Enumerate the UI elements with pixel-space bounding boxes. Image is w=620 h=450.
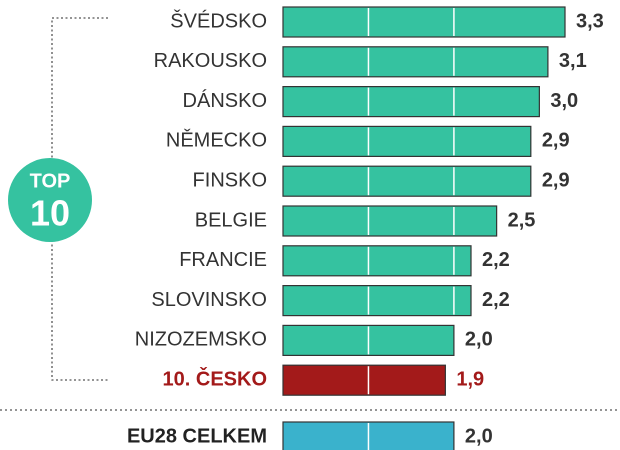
- bar: [282, 364, 446, 396]
- category-label: ŠVÉDSKO: [170, 9, 267, 32]
- bracket-bottom: [51, 240, 108, 381]
- bar: [282, 285, 472, 317]
- value-label: 3,0: [550, 90, 578, 112]
- badge-text: TOP: [30, 170, 71, 192]
- category-label: FINSKO: [193, 169, 267, 191]
- category-label: NIZOZEMSKO: [135, 329, 267, 351]
- bar: [282, 165, 532, 197]
- bar: [282, 125, 532, 158]
- category-label: RAKOUSKO: [154, 50, 267, 72]
- value-label: 2,2: [482, 289, 510, 311]
- badge: [8, 158, 92, 242]
- category-label: NĚMECKO: [166, 129, 267, 152]
- bar: [282, 85, 540, 118]
- value-label: 2,9: [542, 130, 570, 152]
- value-label: 1,9: [456, 368, 484, 390]
- category-label: BELGIE: [195, 209, 267, 231]
- category-label: SLOVINSKO: [151, 289, 267, 311]
- value-label: 2,2: [482, 249, 510, 271]
- value-label: 3,1: [559, 50, 587, 72]
- value-label: 3,3: [576, 10, 604, 32]
- badge-number: 10: [30, 193, 70, 234]
- bar: [282, 6, 566, 38]
- value-label: 2,0: [465, 329, 493, 351]
- category-label: FRANCIE: [179, 249, 267, 271]
- value-label: 2,5: [508, 209, 536, 231]
- category-label: EU28 CELKEM: [127, 425, 267, 447]
- category-label: DÁNSKO: [183, 89, 267, 112]
- bar: [282, 245, 472, 277]
- bar: [282, 205, 498, 237]
- value-label: 2,0: [465, 425, 493, 447]
- bar: [282, 46, 549, 78]
- category-label: 10. ČESKO: [163, 366, 267, 390]
- bracket-top: [51, 17, 108, 160]
- value-label: 2,9: [542, 169, 570, 191]
